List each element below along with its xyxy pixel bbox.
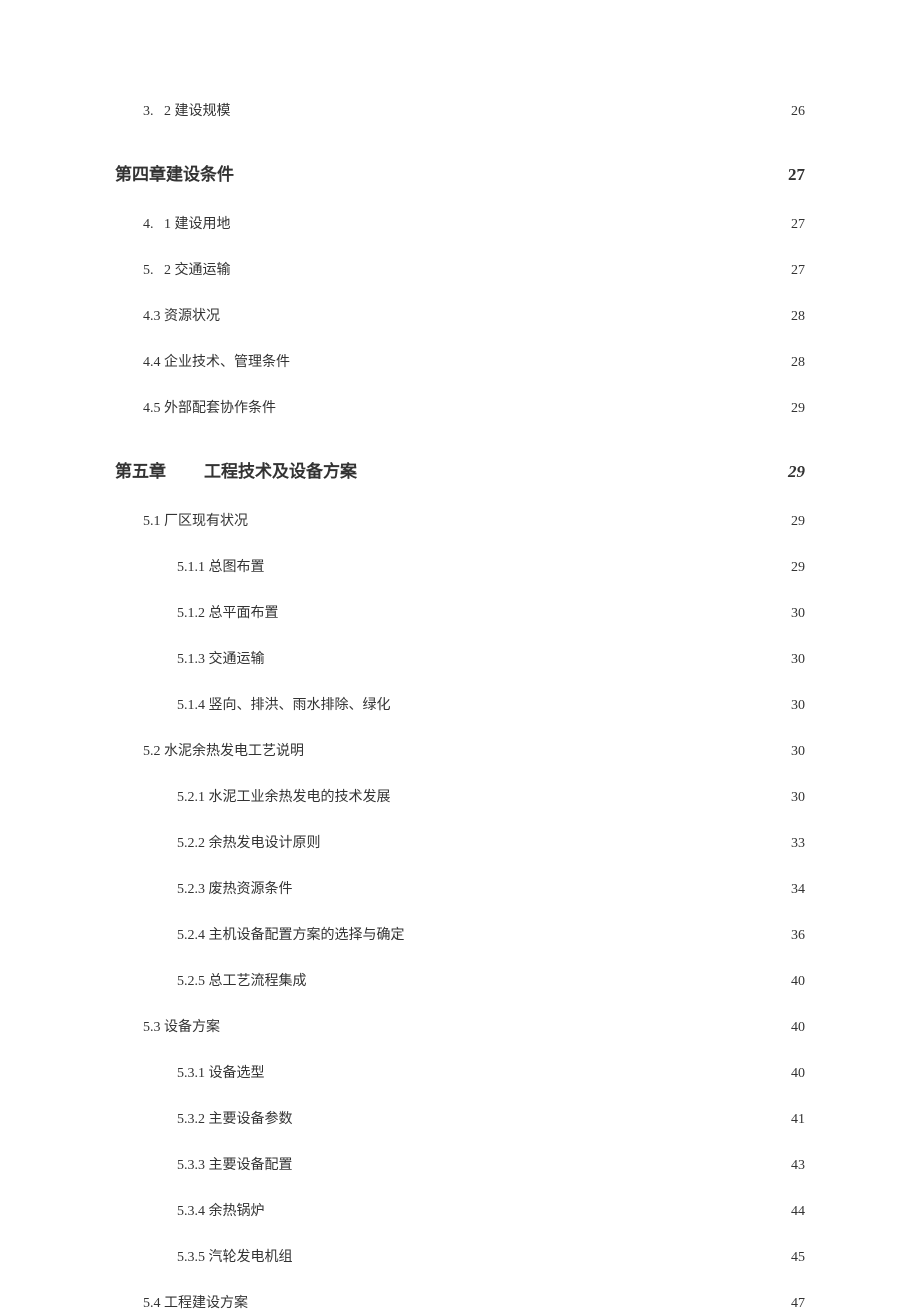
toc-page-number: 27 bbox=[789, 263, 805, 279]
toc-label: 5.2.2 余热发电设计原则 bbox=[177, 832, 321, 852]
toc-label: 5.2.5 总工艺流程集成 bbox=[177, 970, 307, 990]
toc-entry: 5.3.3 主要设备配置 43 bbox=[177, 1154, 805, 1174]
toc-entry: 5.1.4 竖向、排洪、雨水排除、绿化 30 bbox=[177, 694, 805, 714]
toc-label: 第四章建设条件 bbox=[115, 160, 234, 185]
toc-page-number: 43 bbox=[789, 1158, 805, 1174]
toc-page-number: 30 bbox=[789, 606, 805, 622]
toc-label: 3. 2 建设规模 bbox=[143, 100, 231, 120]
toc-container: 3. 2 建设规模26第四章建设条件274. 1 建设用地275. 2 交通运输… bbox=[115, 100, 805, 1312]
toc-page-number: 33 bbox=[789, 836, 805, 852]
toc-label: 5.2 水泥余热发电工艺说明 bbox=[143, 740, 304, 760]
toc-label: 5.4 工程建设方案 bbox=[143, 1292, 248, 1312]
toc-entry: 5.1 厂区现有状况 29 bbox=[143, 510, 805, 530]
toc-page-number: 29 bbox=[789, 401, 805, 417]
toc-page-number: 29 bbox=[789, 514, 805, 530]
toc-page-number: 47 bbox=[789, 1296, 805, 1312]
toc-page-number: 36 bbox=[789, 928, 805, 944]
toc-entry: 5.3.4 余热锅炉 44 bbox=[177, 1200, 805, 1220]
toc-page-number: 30 bbox=[789, 698, 805, 714]
toc-label: 5.2.3 废热资源条件 bbox=[177, 878, 293, 898]
toc-entry: 5.3.5 汽轮发电机组 45 bbox=[177, 1246, 805, 1266]
toc-label: 第五章工程技术及设备方案 bbox=[115, 457, 357, 482]
toc-label: 5.1.3 交通运输 bbox=[177, 648, 265, 668]
toc-page-number: 44 bbox=[789, 1204, 805, 1220]
toc-label: 5.2.4 主机设备配置方案的选择与确定 bbox=[177, 924, 405, 944]
toc-entry: 5.2.5 总工艺流程集成 40 bbox=[177, 970, 805, 990]
toc-entry: 5. 2 交通运输 27 bbox=[143, 259, 805, 279]
toc-label: 5.3.4 余热锅炉 bbox=[177, 1200, 265, 1220]
toc-entry: 5.2.3 废热资源条件 34 bbox=[177, 878, 805, 898]
toc-entry: 5.1.2 总平面布置 30 bbox=[177, 602, 805, 622]
toc-label: 4. 1 建设用地 bbox=[143, 213, 231, 233]
toc-label: 4.3 资源状况 bbox=[143, 305, 220, 325]
toc-label: 4.5 外部配套协作条件 bbox=[143, 397, 276, 417]
toc-page-number: 29 bbox=[789, 560, 805, 576]
toc-entry: 第四章建设条件 27 bbox=[115, 160, 805, 185]
toc-page-number: 34 bbox=[789, 882, 805, 898]
toc-label: 5.3 设备方案 bbox=[143, 1016, 220, 1036]
toc-page-number: 30 bbox=[789, 652, 805, 668]
toc-entry: 5.2 水泥余热发电工艺说明 30 bbox=[143, 740, 805, 760]
toc-label: 5.1.1 总图布置 bbox=[177, 556, 265, 576]
toc-label: 5.2.1 水泥工业余热发电的技术发展 bbox=[177, 786, 391, 806]
toc-entry: 4.4 企业技术、管理条件 28 bbox=[143, 351, 805, 371]
toc-page-number: 40 bbox=[789, 1066, 805, 1082]
toc-label: 5.1.2 总平面布置 bbox=[177, 602, 279, 622]
toc-entry: 5.3.2 主要设备参数 41 bbox=[177, 1108, 805, 1128]
toc-entry: 5.4 工程建设方案 47 bbox=[143, 1292, 805, 1312]
toc-label: 5.1.4 竖向、排洪、雨水排除、绿化 bbox=[177, 694, 391, 714]
toc-page-number: 29 bbox=[786, 462, 805, 482]
toc-label: 4.4 企业技术、管理条件 bbox=[143, 351, 290, 371]
toc-page-number: 30 bbox=[789, 790, 805, 806]
toc-page-number: 40 bbox=[789, 1020, 805, 1036]
toc-page-number: 28 bbox=[789, 309, 805, 325]
toc-entry: 4. 1 建设用地 27 bbox=[143, 213, 805, 233]
toc-page-number: 26 bbox=[789, 104, 805, 120]
toc-label: 5. 2 交通运输 bbox=[143, 259, 231, 279]
toc-entry: 5.1.3 交通运输 30 bbox=[177, 648, 805, 668]
toc-entry: 4.3 资源状况 28 bbox=[143, 305, 805, 325]
toc-label: 5.3.2 主要设备参数 bbox=[177, 1108, 293, 1128]
toc-entry: 4.5 外部配套协作条件 29 bbox=[143, 397, 805, 417]
toc-page-number: 30 bbox=[789, 744, 805, 760]
toc-page-number: 28 bbox=[789, 355, 805, 371]
toc-label: 5.3.5 汽轮发电机组 bbox=[177, 1246, 293, 1266]
toc-entry: 5.2.4 主机设备配置方案的选择与确定 36 bbox=[177, 924, 805, 944]
toc-entry: 5.3 设备方案 40 bbox=[143, 1016, 805, 1036]
toc-entry: 5.2.1 水泥工业余热发电的技术发展 30 bbox=[177, 786, 805, 806]
toc-page-number: 27 bbox=[786, 165, 805, 185]
toc-entry: 5.1.1 总图布置 29 bbox=[177, 556, 805, 576]
toc-entry: 5.2.2 余热发电设计原则 33 bbox=[177, 832, 805, 852]
toc-page-number: 41 bbox=[789, 1112, 805, 1128]
toc-entry: 5.3.1 设备选型 40 bbox=[177, 1062, 805, 1082]
toc-page-number: 45 bbox=[789, 1250, 805, 1266]
toc-label: 5.3.3 主要设备配置 bbox=[177, 1154, 293, 1174]
toc-page-number: 27 bbox=[789, 217, 805, 233]
toc-label: 5.3.1 设备选型 bbox=[177, 1062, 265, 1082]
toc-entry: 第五章工程技术及设备方案 29 bbox=[115, 457, 805, 482]
toc-page-number: 40 bbox=[789, 974, 805, 990]
toc-label: 5.1 厂区现有状况 bbox=[143, 510, 248, 530]
toc-entry: 3. 2 建设规模 26 bbox=[143, 100, 805, 120]
